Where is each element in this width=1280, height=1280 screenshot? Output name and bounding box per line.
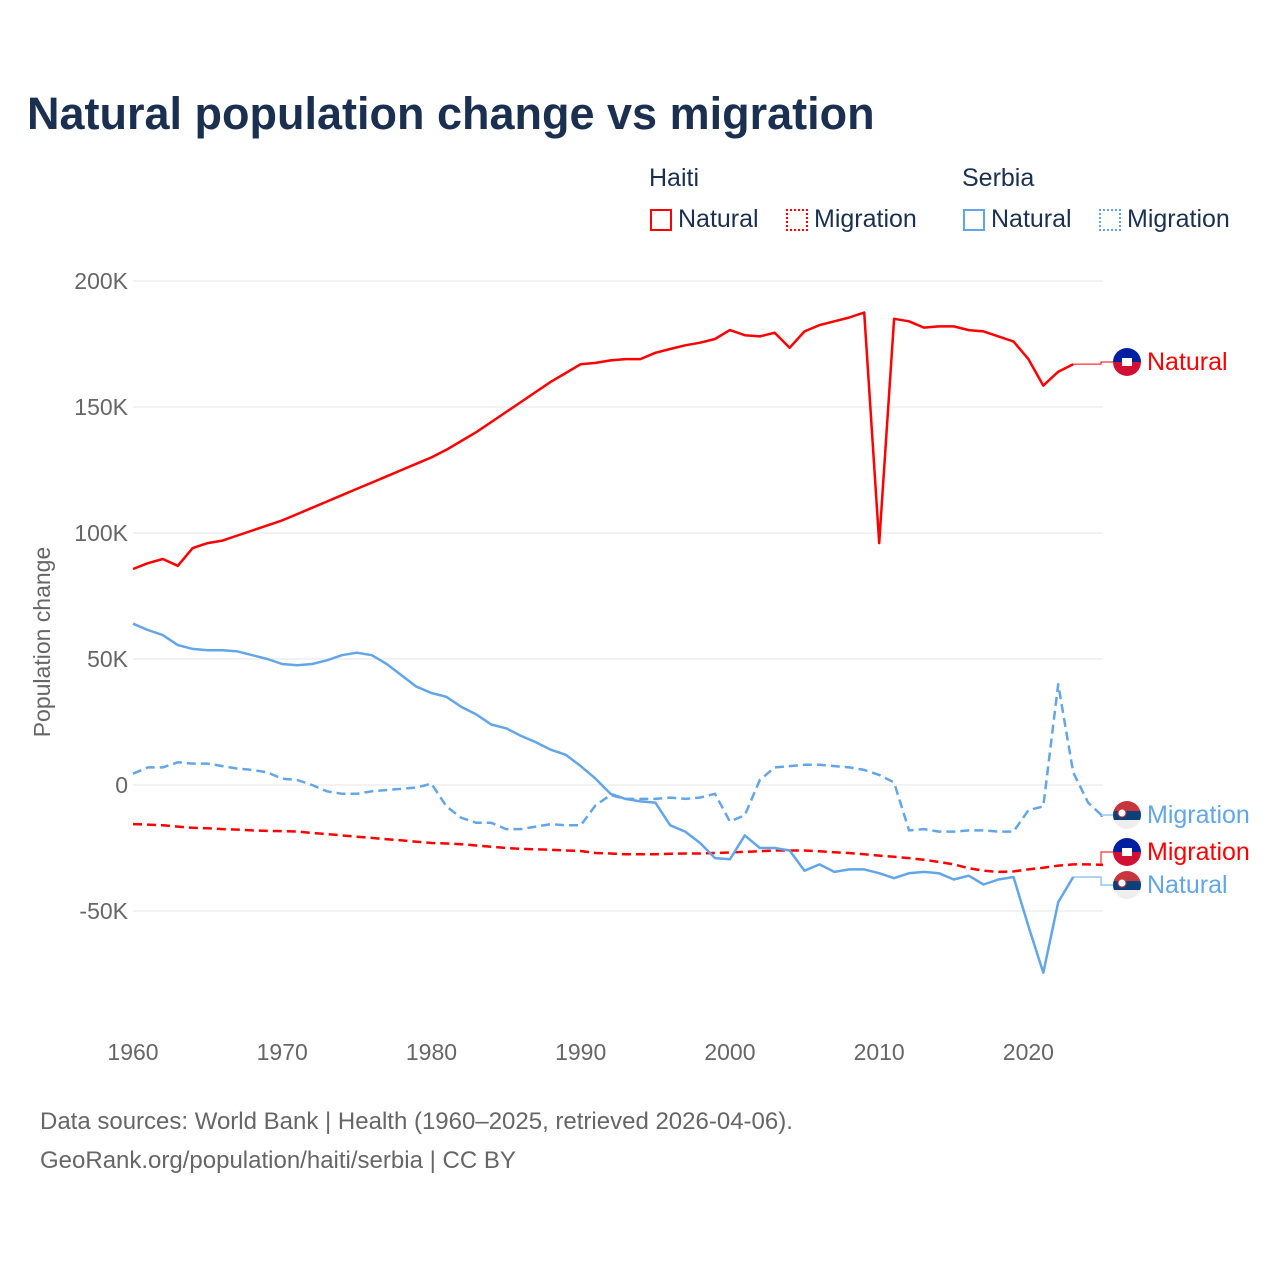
y-tick-label: 200K: [74, 268, 128, 294]
chart-title: Natural population change vs migration: [27, 88, 875, 139]
y-tick-label: 0: [115, 772, 128, 798]
flag-body: [1113, 871, 1141, 899]
x-tick-label: 1960: [107, 1039, 158, 1065]
label-connector: [1100, 851, 1113, 866]
flag-stripe: [1113, 852, 1141, 866]
y-tick-label: 100K: [74, 520, 128, 546]
flag-stripe: [1113, 811, 1141, 820]
legend-haiti-natural[interactable]: Natural: [650, 205, 759, 234]
legend-serbia-natural[interactable]: Natural: [963, 205, 1072, 234]
flag-stripe: [1113, 881, 1141, 890]
flag-body: [1113, 348, 1141, 376]
flag-stripe: [1113, 801, 1141, 811]
flag-stripe: [1113, 362, 1141, 376]
legend-label: Natural: [678, 205, 759, 233]
end-label-serbia-migration: Migration: [1147, 801, 1250, 829]
legend-swatch-solid: [963, 208, 985, 231]
end-label-serbia-natural: Natural: [1147, 871, 1228, 899]
flag-emblem: [1117, 808, 1127, 818]
flag-emblem: [1122, 358, 1132, 366]
flag-stripe: [1113, 838, 1141, 852]
legend-label: Migration: [1127, 205, 1230, 233]
legend-swatch-solid: [650, 208, 672, 231]
series-line-serbia-migration: [132, 682, 1104, 833]
x-tick-label: 2010: [854, 1039, 905, 1065]
series-line-haiti-migration: [132, 822, 1104, 874]
label-connector: [1073, 876, 1113, 886]
y-axis-label: Population change: [29, 547, 55, 738]
legend-label: Migration: [814, 205, 917, 233]
x-tick-label: 1970: [257, 1039, 308, 1065]
flag-body: [1113, 838, 1141, 866]
series-line-haiti-natural: [132, 311, 1074, 571]
x-tick-label: 2020: [1003, 1039, 1054, 1065]
end-label-haiti-natural: Natural: [1147, 348, 1228, 376]
flag-stripe: [1113, 348, 1141, 362]
legend-swatch-dotted: [786, 208, 808, 231]
flag-serbia-icon: [1113, 871, 1141, 899]
flag-body: [1113, 801, 1141, 829]
y-tick-label: -50K: [79, 898, 128, 924]
x-tick-label: 1980: [406, 1039, 457, 1065]
label-connector: [1073, 361, 1113, 365]
legend-swatch-dotted: [1099, 208, 1121, 231]
end-label-haiti-migration: Migration: [1147, 838, 1250, 866]
footer-sources: Data sources: World Bank | Health (1960–…: [40, 1108, 793, 1135]
legend-group-serbia: Serbia: [962, 164, 1035, 192]
flag-stripe: [1113, 871, 1141, 881]
legend-haiti-migration[interactable]: Migration: [786, 205, 917, 234]
footer-link[interactable]: GeoRank.org/population/haiti/serbia | CC…: [40, 1147, 516, 1174]
flag-stripe: [1113, 890, 1141, 899]
legend-label: Natural: [991, 205, 1072, 233]
label-connector: [1100, 814, 1113, 817]
flag-serbia-icon: [1113, 801, 1141, 829]
flag-haiti-icon: [1113, 838, 1141, 866]
y-tick-label: 150K: [74, 394, 128, 420]
legend-serbia-migration[interactable]: Migration: [1099, 205, 1230, 234]
y-tick-label: 50K: [87, 646, 129, 672]
series-line-serbia-natural: [132, 622, 1075, 974]
x-tick-label: 2000: [704, 1039, 755, 1065]
flag-emblem: [1117, 878, 1127, 888]
flag-haiti-icon: [1113, 348, 1141, 376]
flag-stripe: [1113, 820, 1141, 829]
flag-emblem: [1122, 848, 1132, 856]
x-tick-label: 1990: [555, 1039, 606, 1065]
legend-group-haiti: Haiti: [649, 164, 700, 192]
